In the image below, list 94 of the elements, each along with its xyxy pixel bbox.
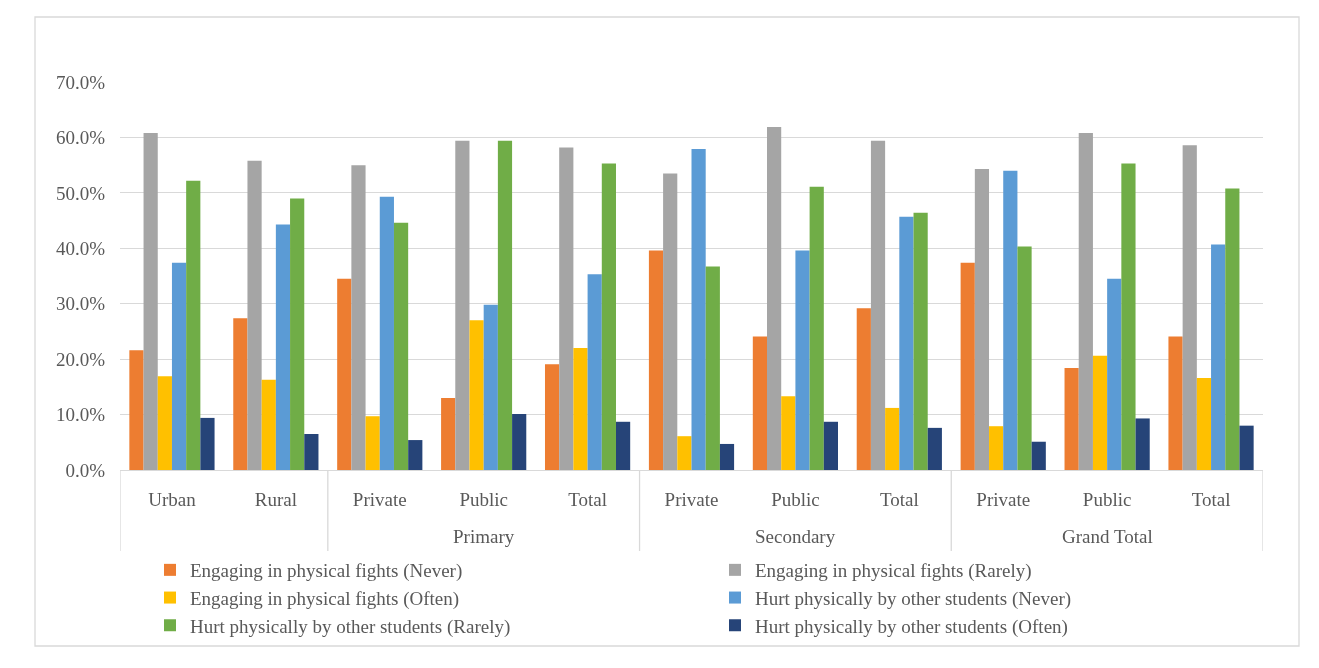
bar <box>677 436 692 470</box>
bar <box>1211 244 1226 470</box>
legend-label: Engaging in physical fights (Rarely) <box>755 560 1032 583</box>
bar <box>469 320 484 470</box>
bar <box>559 147 574 470</box>
bar <box>379 196 394 470</box>
bar <box>648 250 664 470</box>
bar <box>512 414 527 470</box>
bar <box>573 348 588 470</box>
bar <box>1121 163 1136 470</box>
bar <box>752 336 768 470</box>
bar <box>290 198 305 470</box>
bar <box>186 180 201 470</box>
x-tick-label: Public <box>459 488 508 510</box>
bar <box>989 426 1004 470</box>
legend-label: Hurt physically by other students (Often) <box>755 615 1068 638</box>
bar <box>767 126 782 470</box>
bar <box>171 262 187 470</box>
bar <box>719 443 735 470</box>
bar <box>1031 441 1046 470</box>
bar <box>1078 132 1093 470</box>
bar <box>885 407 900 470</box>
bar <box>587 274 602 470</box>
bar <box>261 379 276 470</box>
legend-label: Engaging in physical fights (Never) <box>190 560 463 583</box>
x-tick-label: Rural <box>254 488 297 510</box>
bar <box>1092 355 1108 470</box>
bar <box>1107 278 1122 470</box>
bar <box>795 250 810 470</box>
y-tick-label: 0.0% <box>65 459 106 481</box>
bar <box>1239 425 1254 470</box>
x-tick-label: Total <box>879 488 919 510</box>
bar <box>856 308 871 470</box>
bar <box>304 433 319 470</box>
y-tick-label: 40.0% <box>55 237 106 259</box>
bar <box>1196 377 1212 470</box>
x-tick-label: Public <box>1082 488 1132 510</box>
bar <box>337 278 352 470</box>
bar <box>1168 336 1183 470</box>
bar <box>247 160 262 470</box>
x-tick-label: Private <box>664 488 719 510</box>
text: Grand Total <box>1062 526 1153 547</box>
bar <box>408 440 423 470</box>
bar <box>691 149 706 470</box>
bar <box>157 376 172 470</box>
bar <box>129 350 144 470</box>
y-tick-label: 50.0% <box>55 182 106 204</box>
bar <box>1135 418 1150 470</box>
bar <box>781 396 796 470</box>
bar <box>441 397 456 470</box>
bar <box>497 140 513 470</box>
x-tick-label: Urban <box>148 488 197 510</box>
x-tick-label: Private <box>352 488 407 510</box>
bar <box>200 417 215 470</box>
bar <box>1182 145 1197 470</box>
bar <box>823 421 839 470</box>
y-tick-label: 70.0% <box>55 71 106 93</box>
bar <box>615 421 631 470</box>
bar <box>455 140 470 470</box>
y-tick-label: 60.0% <box>55 127 106 149</box>
bar <box>233 318 248 470</box>
legend-label: Hurt physically by other students (Never) <box>755 587 1072 610</box>
bar <box>601 163 616 470</box>
legend-label: Engaging in physical fights (Often) <box>190 587 460 610</box>
y-tick-label: 20.0% <box>55 348 106 370</box>
x-tick-label: Public <box>771 488 820 510</box>
bar <box>870 140 886 470</box>
bar <box>927 427 942 470</box>
bar <box>365 416 380 470</box>
bar <box>275 224 291 470</box>
bar <box>913 212 928 470</box>
bar <box>809 186 824 470</box>
legend-label: Hurt physically by other students (Rarely) <box>190 615 511 638</box>
y-tick-label: 10.0% <box>55 404 106 426</box>
y-tick-label: 30.0% <box>55 293 106 315</box>
bar <box>393 222 409 470</box>
text: Secondary <box>755 526 836 547</box>
x-tick-label: Private <box>976 488 1031 510</box>
bar <box>544 364 560 470</box>
bar <box>960 262 975 470</box>
x-tick-label: Total <box>1191 488 1231 510</box>
x-tick-label: Total <box>568 488 607 510</box>
bar <box>1017 246 1032 470</box>
bar <box>705 266 720 470</box>
bar <box>1003 170 1018 470</box>
bar <box>483 304 498 470</box>
bar <box>663 173 678 470</box>
bar <box>974 169 990 470</box>
bar <box>143 132 158 470</box>
bar <box>1225 188 1240 470</box>
bar <box>899 216 914 470</box>
bar <box>1064 368 1079 470</box>
text: Primary <box>453 526 515 547</box>
bar <box>351 165 366 470</box>
